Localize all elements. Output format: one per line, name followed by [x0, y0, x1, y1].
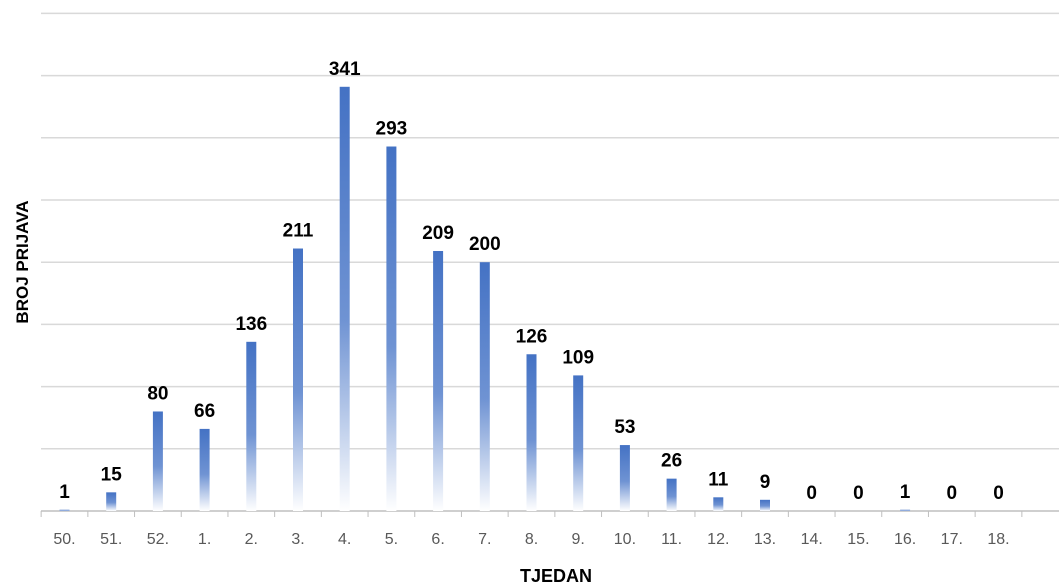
data-label-14: 0	[806, 483, 817, 504]
y-axis-title: BROJ PRIJAVA	[13, 200, 32, 323]
gridlines	[41, 12, 1059, 450]
x-tick-label-52: 52.	[147, 531, 169, 548]
x-tick-label-12: 12.	[707, 531, 729, 548]
data-label-17: 0	[947, 483, 958, 504]
bar-12	[713, 497, 724, 511]
data-label-16: 1	[900, 482, 911, 503]
data-label-7: 200	[469, 234, 501, 255]
bars	[59, 86, 911, 512]
x-axis-title: TJEDAN	[520, 566, 592, 586]
x-tick-label-18: 18.	[987, 531, 1009, 548]
data-label-5: 293	[376, 119, 408, 140]
x-tick-label-5: 5.	[385, 531, 398, 548]
bar-51	[106, 492, 117, 511]
bar-11	[666, 478, 677, 511]
x-tick-label-3: 3.	[291, 531, 304, 548]
data-label-9: 109	[562, 347, 594, 368]
x-tick-label-9: 9.	[572, 531, 585, 548]
x-tick-label-17: 17.	[941, 531, 963, 548]
bar-4	[339, 86, 350, 512]
x-axis	[40, 510, 1059, 517]
bar-1	[199, 428, 210, 511]
bar-10	[619, 445, 630, 511]
data-label-13: 9	[760, 472, 771, 493]
data-label-6: 209	[422, 223, 454, 244]
data-label-51: 15	[101, 464, 123, 485]
data-label-8: 126	[516, 326, 548, 347]
x-tick-label-6: 6.	[431, 531, 444, 548]
x-tick-label-4: 4.	[338, 531, 351, 548]
bar-8	[526, 354, 537, 511]
data-label-3: 211	[283, 221, 314, 242]
x-tick-label-51: 51.	[100, 531, 122, 548]
bar-13	[760, 499, 770, 511]
data-label-52: 80	[147, 383, 168, 404]
bar-7	[479, 262, 490, 511]
x-tick-label-11: 11.	[661, 531, 682, 548]
bar-6	[433, 251, 444, 511]
data-label-11: 26	[661, 451, 682, 472]
x-tick-label-15: 15.	[847, 531, 869, 548]
bar-2	[246, 341, 257, 511]
x-tick-label-10: 10.	[614, 531, 636, 548]
data-labels: 1 15 80 66 136 211 341 293 209 200 126 109 53 26 11 9 0 0…	[59, 59, 1004, 504]
bar-52	[152, 411, 163, 511]
x-tick-label-16: 16.	[894, 531, 916, 548]
bar-50	[59, 509, 70, 511]
x-tick-label-13: 13.	[754, 531, 776, 548]
x-tick-label-1: 1.	[198, 531, 211, 548]
data-label-4: 341	[329, 59, 361, 80]
x-tick-labels: 50. 51. 52. 1. 2. 3. 4. 5. 6. 7. 8. 9. 10. 11. 12. 13. 1…	[53, 531, 1009, 548]
x-tick-label-2: 2.	[245, 531, 258, 548]
data-label-10: 53	[614, 417, 635, 438]
data-label-50: 1	[59, 482, 70, 503]
x-tick-label-7: 7.	[478, 531, 491, 548]
data-label-15: 0	[853, 483, 864, 504]
data-label-2: 136	[235, 314, 267, 335]
data-label-18: 0	[993, 483, 1004, 504]
bar-9	[573, 375, 584, 511]
x-tick-label-14: 14.	[801, 531, 823, 548]
bar-3	[293, 248, 303, 512]
x-tick-label-8: 8.	[525, 531, 538, 548]
x-tick-label-50: 50.	[53, 531, 75, 548]
data-label-1: 66	[194, 401, 215, 422]
bar-5	[386, 146, 397, 511]
bar-16	[900, 509, 911, 511]
data-label-12: 11	[708, 469, 729, 490]
